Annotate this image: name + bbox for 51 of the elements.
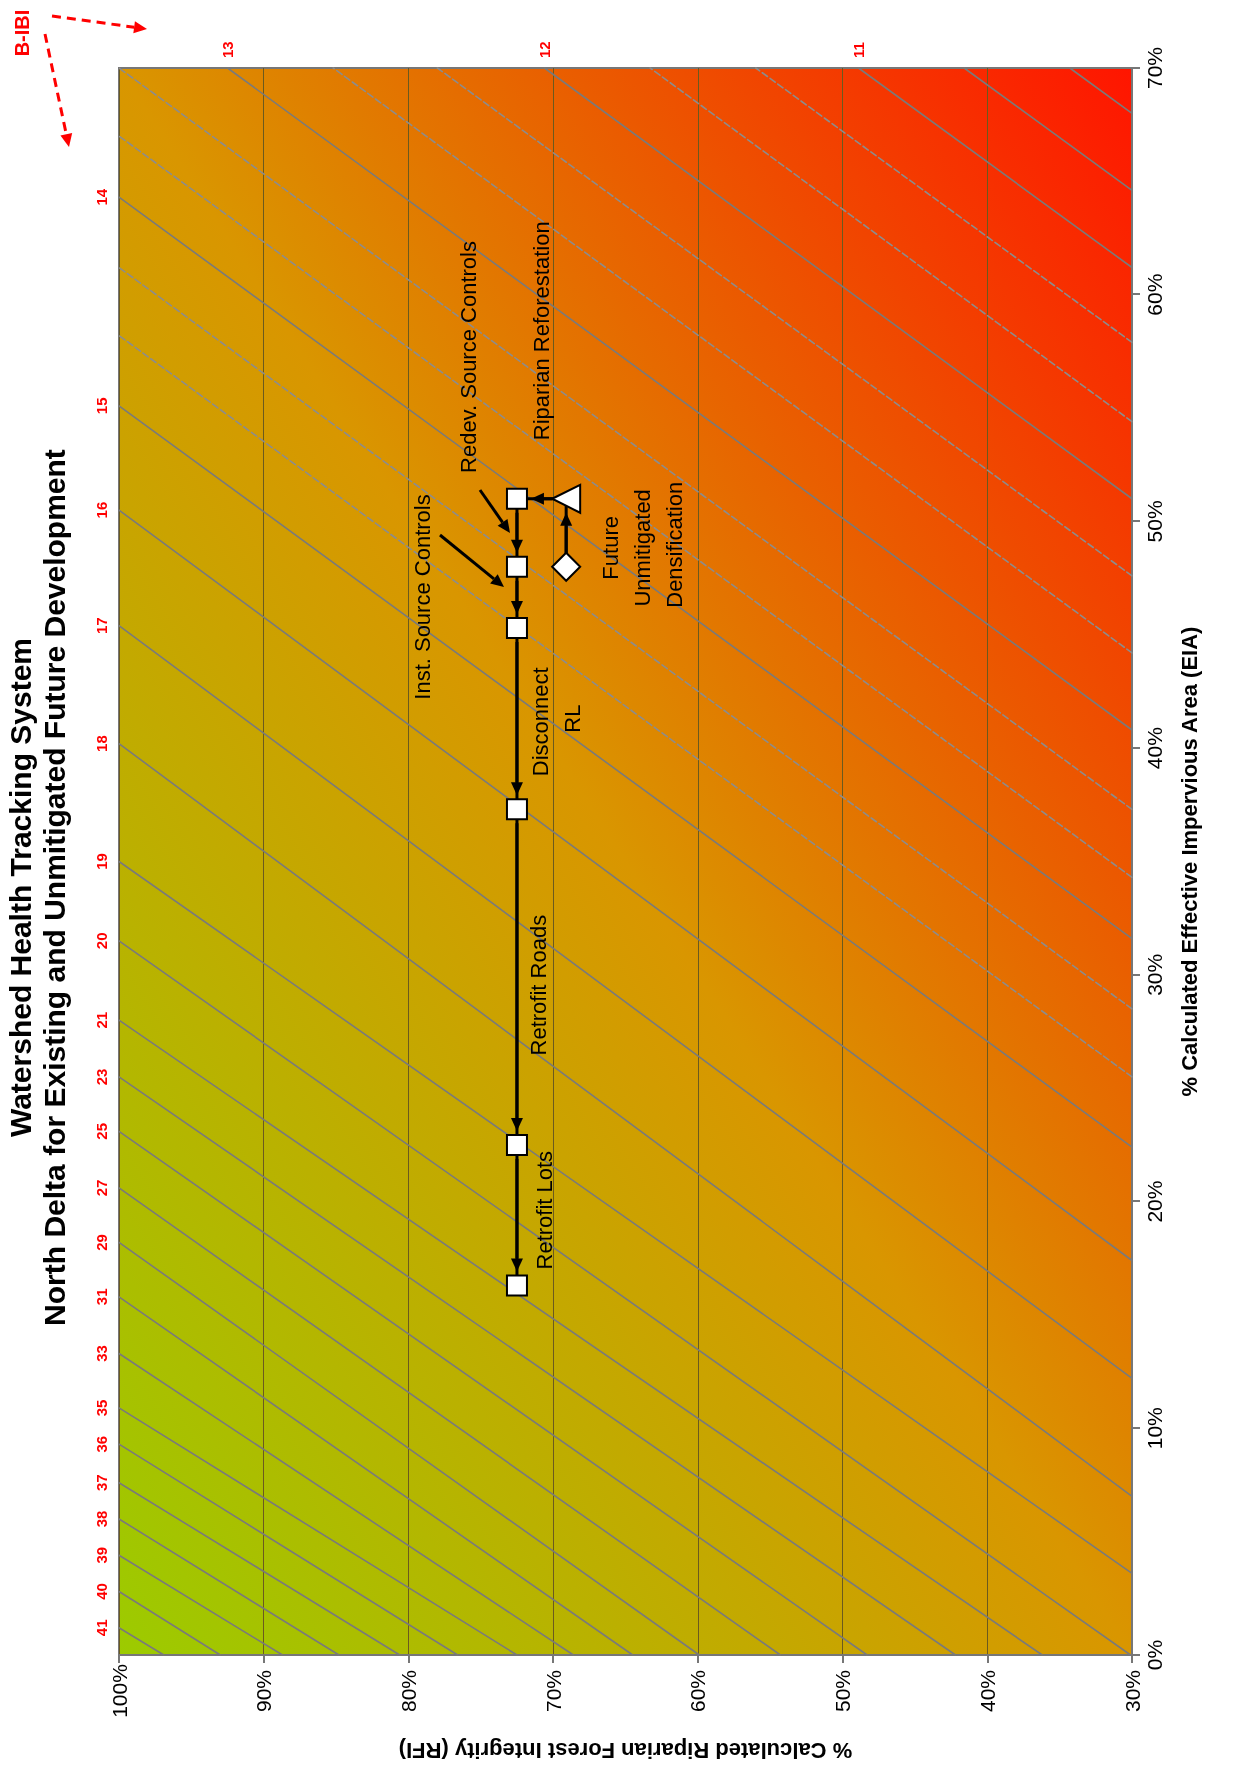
text: 16: [93, 501, 110, 519]
text: Watershed Health Tracking System: [3, 637, 37, 1138]
text: 37: [93, 1474, 110, 1492]
text: 11: [849, 42, 867, 58]
annotation: Redev. Source Controls: [455, 241, 481, 473]
text: 35: [93, 1399, 110, 1417]
x-tick-label: 50%: [831, 1669, 855, 1713]
text: 31: [93, 1288, 110, 1306]
y-tick-label: 60%: [1143, 273, 1166, 316]
y-tick-label: 50%: [1143, 500, 1166, 543]
annotation: Inst. Source Controls: [409, 494, 435, 700]
text: 12: [535, 41, 553, 58]
text: 15: [93, 397, 110, 415]
x-tick-label: 100%: [107, 1664, 131, 1718]
text: 33: [93, 1345, 110, 1362]
text: 13: [219, 41, 237, 58]
text: 17: [93, 617, 110, 635]
text: 20: [93, 932, 110, 950]
y-tick-label: 20%: [1143, 1180, 1166, 1223]
text: 27: [93, 1179, 110, 1197]
text: 23: [93, 1068, 110, 1086]
text: North Delta for Existing and Unmitigated Future Development: [37, 449, 71, 1326]
text: 21: [93, 1011, 110, 1029]
text: 38: [93, 1510, 110, 1528]
text: 39: [93, 1546, 110, 1564]
annotation: Future Unmitigated Densification: [597, 481, 687, 608]
x-tick-label: 80%: [396, 1669, 420, 1713]
x-axis-title: % Calculated Riparian Forest Integrity (RFI): [398, 1737, 853, 1763]
text: 14: [93, 188, 110, 206]
annotation: Retrofit Lots: [532, 1150, 558, 1270]
annotation: Disconnect RL: [528, 661, 586, 777]
x-tick-label: 40%: [975, 1669, 999, 1713]
text: B-IBI: [11, 9, 33, 57]
x-tick-label: 60%: [686, 1669, 710, 1713]
text: 19: [93, 853, 110, 870]
y-tick-label: 40%: [1143, 727, 1166, 770]
text: 25: [93, 1122, 110, 1140]
text: 40: [93, 1583, 110, 1600]
y-tick-label: 10%: [1143, 1407, 1166, 1450]
y-axis-title: % Calculated Effective Impervious Area (EIA): [1176, 626, 1202, 1097]
x-tick-label: 70%: [541, 1669, 565, 1713]
text: 18: [93, 735, 110, 752]
annotation: Riparian Reforestation: [529, 221, 555, 441]
x-tick-label: 90%: [252, 1669, 276, 1713]
y-tick-label: 0%: [1143, 1639, 1166, 1671]
y-tick-label: 30%: [1143, 953, 1166, 996]
text: 36: [93, 1435, 110, 1453]
annotation: Retrofit Roads: [526, 914, 552, 1056]
text: 29: [93, 1234, 110, 1251]
y-tick-label: 70%: [1143, 46, 1166, 90]
text: 41: [93, 1619, 110, 1637]
